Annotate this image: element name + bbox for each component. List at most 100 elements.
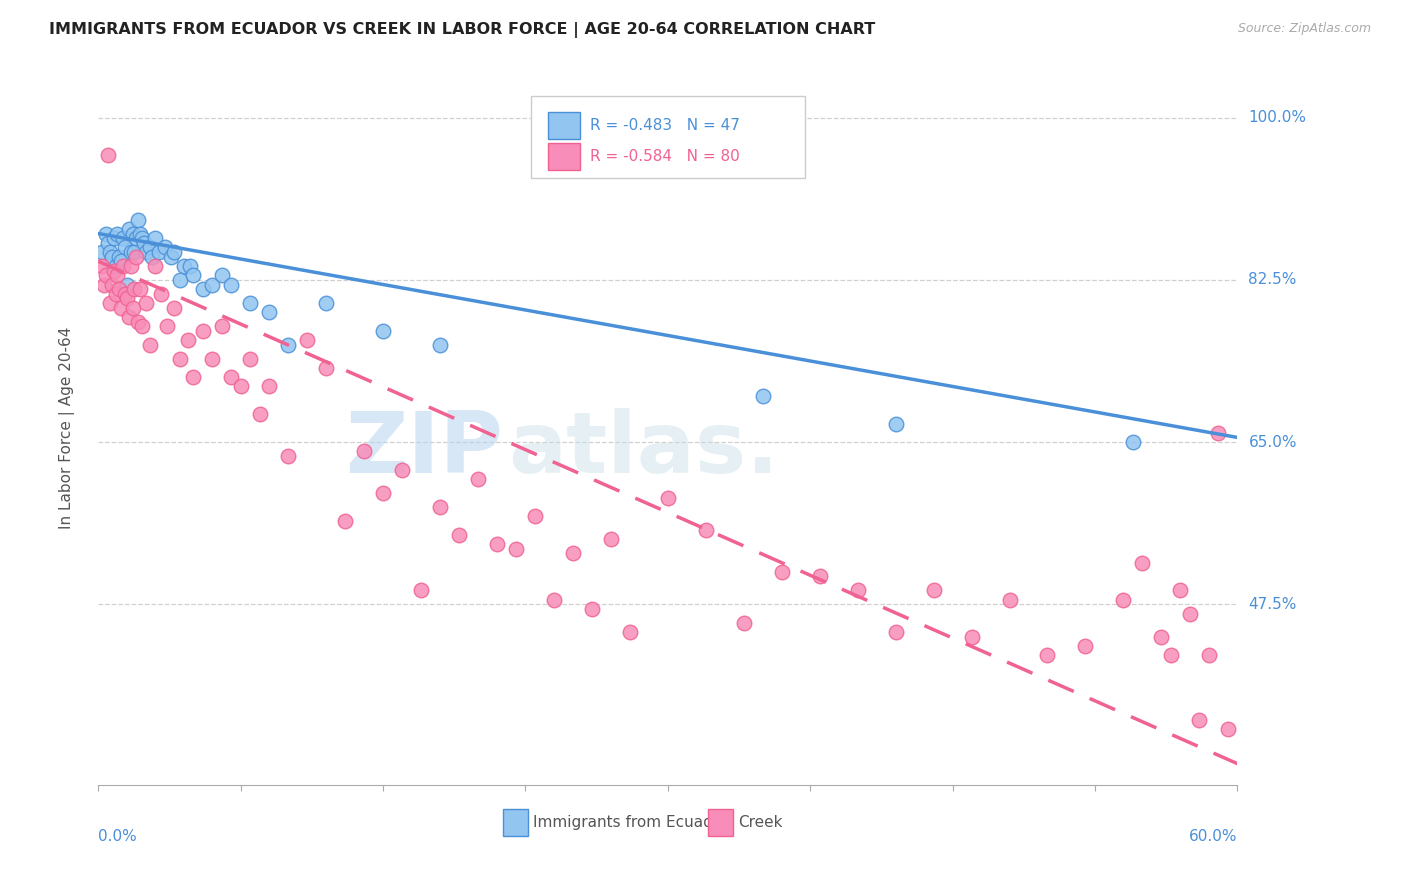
FancyBboxPatch shape: [707, 809, 733, 837]
Point: [1216, 723, 1239, 737]
Point: [1150, 630, 1173, 644]
Point: [201, 277, 224, 292]
Point: [173, 259, 195, 273]
Point: [118, 310, 141, 324]
Y-axis label: In Labor Force | Age 20-64: In Labor Force | Age 20-64: [59, 327, 75, 529]
Point: [112, 231, 135, 245]
Point: [183, 370, 205, 384]
Point: [201, 351, 224, 366]
Text: R = -0.483   N = 47: R = -0.483 N = 47: [591, 118, 741, 133]
Point: [884, 417, 907, 431]
Point: [138, 337, 160, 351]
Text: ZIP: ZIP: [344, 408, 503, 491]
Point: [132, 235, 155, 250]
Point: [127, 315, 149, 329]
Point: [846, 583, 869, 598]
Point: [600, 533, 623, 547]
Point: [183, 268, 205, 283]
Point: [998, 592, 1021, 607]
Point: [124, 245, 146, 260]
Point: [619, 625, 641, 640]
Point: [467, 472, 489, 486]
Point: [1188, 713, 1211, 727]
Point: [120, 259, 142, 273]
Point: [98, 245, 121, 260]
Text: 82.5%: 82.5%: [1249, 272, 1296, 287]
Point: [770, 565, 793, 579]
Point: [103, 263, 125, 277]
Point: [315, 360, 337, 375]
Point: [695, 523, 717, 537]
Point: [141, 250, 163, 264]
Point: [145, 231, 167, 245]
Point: [1170, 583, 1192, 598]
Point: [107, 227, 129, 241]
FancyBboxPatch shape: [531, 96, 804, 178]
Point: [108, 282, 131, 296]
Point: [112, 259, 135, 273]
FancyBboxPatch shape: [548, 143, 581, 169]
Point: [97, 148, 120, 162]
Point: [179, 259, 201, 273]
Point: [922, 583, 945, 598]
Point: [221, 277, 243, 292]
Point: [98, 296, 121, 310]
Point: [191, 282, 214, 296]
Point: [239, 351, 262, 366]
Point: [239, 296, 262, 310]
Point: [211, 268, 233, 283]
Point: [138, 240, 160, 254]
Point: [103, 231, 125, 245]
Point: [1198, 648, 1220, 663]
Point: [429, 337, 451, 351]
Point: [129, 282, 152, 296]
Point: [259, 379, 281, 393]
Point: [104, 259, 127, 273]
Text: 0.0%: 0.0%: [98, 830, 138, 845]
Point: [169, 273, 191, 287]
Point: [110, 254, 132, 268]
Point: [221, 370, 243, 384]
Point: [562, 546, 585, 560]
Point: [120, 245, 142, 260]
Text: 100.0%: 100.0%: [1249, 111, 1306, 125]
Point: [118, 222, 141, 236]
Point: [115, 277, 138, 292]
Point: [1112, 592, 1135, 607]
Point: [107, 268, 129, 283]
Point: [1132, 556, 1154, 570]
Point: [1122, 435, 1144, 450]
Point: [150, 286, 173, 301]
Point: [121, 227, 143, 241]
Point: [121, 301, 143, 315]
Point: [91, 259, 114, 273]
Text: Immigrants from Ecuador: Immigrants from Ecuador: [533, 815, 730, 830]
Point: [808, 569, 831, 583]
Point: [108, 250, 131, 264]
Point: [159, 250, 181, 264]
Point: [752, 389, 775, 403]
Text: 60.0%: 60.0%: [1189, 830, 1237, 845]
Point: [163, 301, 186, 315]
FancyBboxPatch shape: [548, 112, 581, 139]
Text: Creek: Creek: [738, 815, 783, 830]
Point: [104, 286, 127, 301]
Point: [411, 583, 433, 598]
Text: 47.5%: 47.5%: [1249, 597, 1296, 612]
Point: [1208, 425, 1230, 440]
Point: [229, 379, 252, 393]
Point: [114, 286, 136, 301]
Point: [371, 486, 394, 500]
Point: [1074, 639, 1097, 653]
FancyBboxPatch shape: [503, 809, 527, 837]
Text: 65.0%: 65.0%: [1249, 434, 1296, 450]
Point: [97, 235, 120, 250]
Point: [124, 282, 146, 296]
Point: [277, 449, 299, 463]
Point: [156, 319, 179, 334]
Point: [115, 292, 138, 306]
Point: [169, 351, 191, 366]
Point: [191, 324, 214, 338]
Point: [1160, 648, 1182, 663]
Point: [131, 319, 153, 334]
